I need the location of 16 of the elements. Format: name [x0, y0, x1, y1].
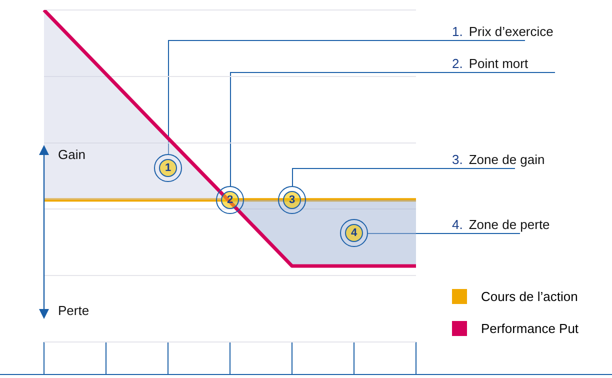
numbered-circle-icon: 1	[154, 154, 182, 182]
annotation: 3	[283, 191, 301, 209]
annotation: 2	[221, 191, 239, 209]
annotation: 1	[159, 159, 177, 177]
annotation: 4	[345, 224, 363, 242]
numbered-circle-icon: 3	[278, 186, 306, 214]
legend-label: Performance Put	[481, 320, 579, 336]
numbered-circle-icon: 2	[216, 186, 244, 214]
legend-label: Cours de l’action	[481, 288, 578, 304]
numbered-circle-icon: 4	[340, 219, 368, 247]
text: 1. Prix d’exercice	[452, 24, 554, 39]
text: 4. Zone de perte	[452, 217, 550, 232]
text: 3. Zone de gain	[452, 152, 545, 167]
text: 2. Point mort	[452, 56, 528, 71]
annotation: Perte	[58, 303, 90, 318]
annotation: Gain	[58, 147, 86, 162]
